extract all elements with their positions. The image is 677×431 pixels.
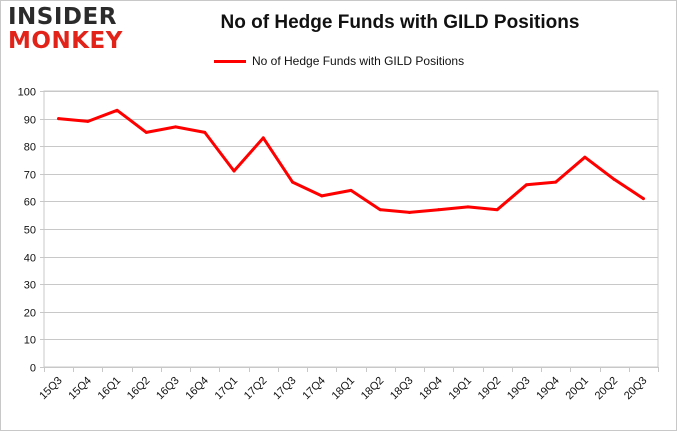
data-point <box>437 208 441 212</box>
data-point <box>320 194 324 198</box>
x-tick-label: 18Q1 <box>330 375 358 403</box>
x-tick-label: 18Q3 <box>388 375 416 403</box>
chart-title: No of Hedge Funds with GILD Positions <box>220 12 580 33</box>
y-tick-label: 30 <box>24 280 36 292</box>
data-point <box>641 197 645 201</box>
data-point <box>524 183 528 187</box>
y-tick-label: 90 <box>24 115 36 127</box>
data-point <box>495 208 499 212</box>
y-tick-label: 20 <box>24 308 36 320</box>
x-tick-label: 16Q1 <box>96 375 124 403</box>
x-tick-label: 17Q1 <box>213 375 241 403</box>
data-point <box>291 180 295 184</box>
legend-swatch <box>214 59 246 63</box>
x-tick-label: 17Q3 <box>271 375 299 403</box>
data-point <box>57 117 61 121</box>
logo-top-text: INSIDER <box>8 4 117 30</box>
x-tick-label: 17Q4 <box>300 375 328 403</box>
data-point <box>407 210 411 214</box>
insider-monkey-logo: INSIDER MONKEY <box>8 6 128 53</box>
x-tick-label: 20Q3 <box>622 375 650 403</box>
data-point <box>261 136 265 140</box>
data-point <box>115 108 119 112</box>
data-point <box>583 155 587 159</box>
data-point <box>232 169 236 173</box>
y-tick-label: 50 <box>24 225 36 237</box>
x-tick-label: 16Q3 <box>154 375 182 403</box>
legend-label: No of Hedge Funds with GILD Positions <box>252 54 465 68</box>
data-point <box>612 177 616 181</box>
x-tick-label: 16Q2 <box>125 375 153 403</box>
series-line <box>57 108 645 214</box>
y-tick-label: 40 <box>24 253 36 265</box>
x-tick-label: 20Q2 <box>593 375 621 403</box>
x-tick-label: 19Q3 <box>505 375 533 403</box>
y-tick-label: 100 <box>18 87 36 99</box>
y-tick-label: 0 <box>30 363 36 375</box>
logo-bottom-text: MONKEY <box>8 28 123 54</box>
y-tick-label: 80 <box>24 142 36 154</box>
y-tick-label: 60 <box>24 197 36 209</box>
data-point <box>86 119 90 123</box>
y-tick-label: 10 <box>24 335 36 347</box>
data-point <box>554 180 558 184</box>
x-tick-label: 15Q3 <box>37 375 65 403</box>
x-tick-label: 20Q1 <box>564 375 592 403</box>
data-point <box>174 125 178 129</box>
x-tick-label: 19Q1 <box>447 375 475 403</box>
x-tick-label: 16Q4 <box>183 375 211 403</box>
data-point <box>144 130 148 134</box>
data-point <box>466 205 470 209</box>
x-tick-label: 18Q2 <box>359 375 387 403</box>
x-tick-label: 17Q2 <box>242 375 270 403</box>
data-point <box>378 208 382 212</box>
data-point <box>349 188 353 192</box>
x-tick-label: 19Q2 <box>476 375 504 403</box>
x-tick-label: 19Q4 <box>534 375 562 403</box>
chart-legend: No of Hedge Funds with GILD Positions <box>214 54 464 68</box>
x-tick-label: 18Q4 <box>417 375 445 403</box>
x-tick-label: 15Q4 <box>66 375 94 403</box>
y-tick-label: 70 <box>24 170 36 182</box>
data-point <box>203 130 207 134</box>
